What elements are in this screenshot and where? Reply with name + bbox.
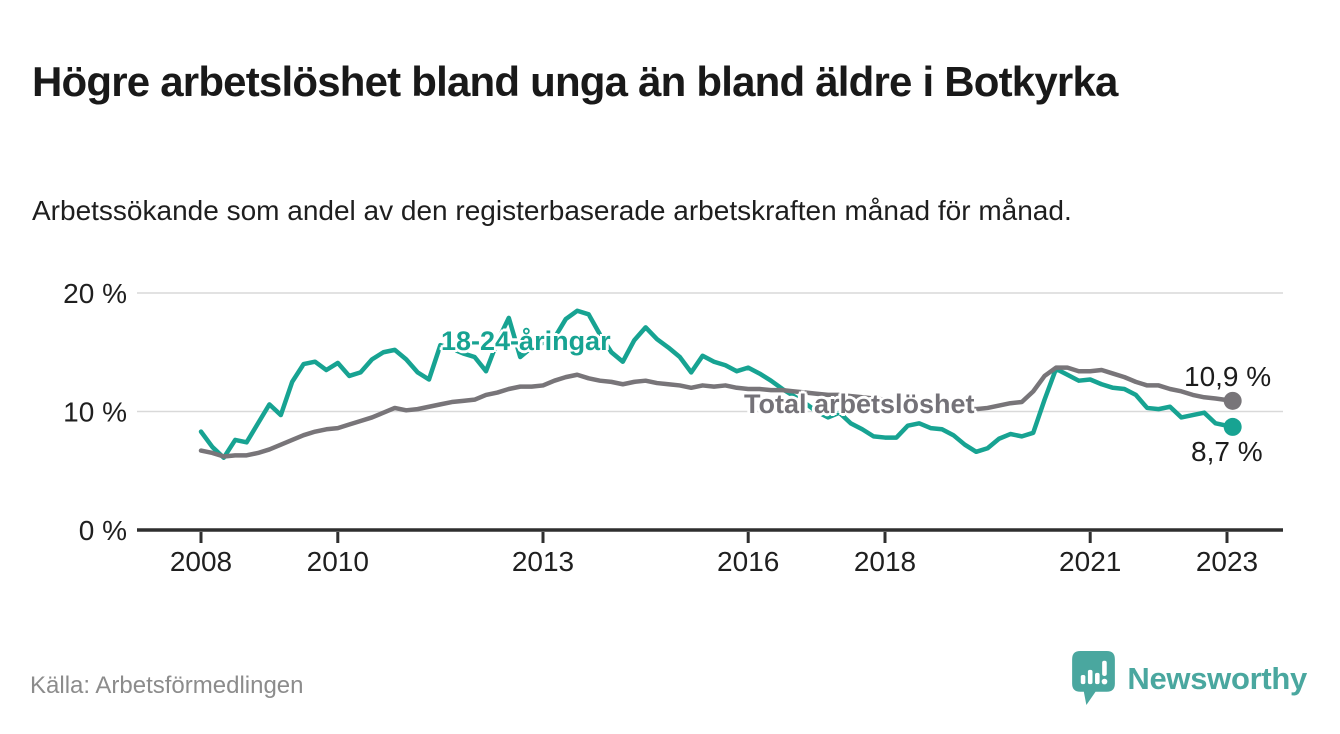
chart-subtitle: Arbetssökande som andel av den registerb… [32,195,1072,226]
end-value-youth: 8,7 % [1191,436,1263,467]
newsworthy-wordmark: Newsworthy [1127,660,1307,696]
x-axis-tick-label: 2018 [854,546,916,577]
end-dot-total [1223,391,1242,410]
x-axis-tick-label: 2021 [1059,546,1121,577]
series-label-youth: 18-24-åringar [441,326,611,356]
end-value-total: 10,9 % [1184,361,1272,392]
x-axis-tick-label: 2023 [1196,546,1258,577]
line-series-total [198,365,1235,459]
source-note: Källa: Arbetsförmedlingen [30,672,304,699]
x-axis-tick-label: 2008 [170,546,232,577]
y-axis-tick-label: 0 % [79,515,127,546]
x-axis-tick-label: 2016 [717,546,779,577]
y-axis-tick-label: 20 % [63,278,127,309]
series-label-total: Total arbetslöshet [744,389,975,419]
newsworthy-logo: Newsworthy [1071,650,1307,707]
x-axis-tick-label: 2013 [512,546,574,577]
y-axis-tick-label: 10 % [63,397,127,428]
page-title: Högre arbetslöshet bland unga än bland ä… [32,58,1118,106]
newsworthy-icon [1072,651,1116,705]
x-axis-tick-label: 2010 [307,546,369,577]
end-dot-youth [1223,417,1242,436]
